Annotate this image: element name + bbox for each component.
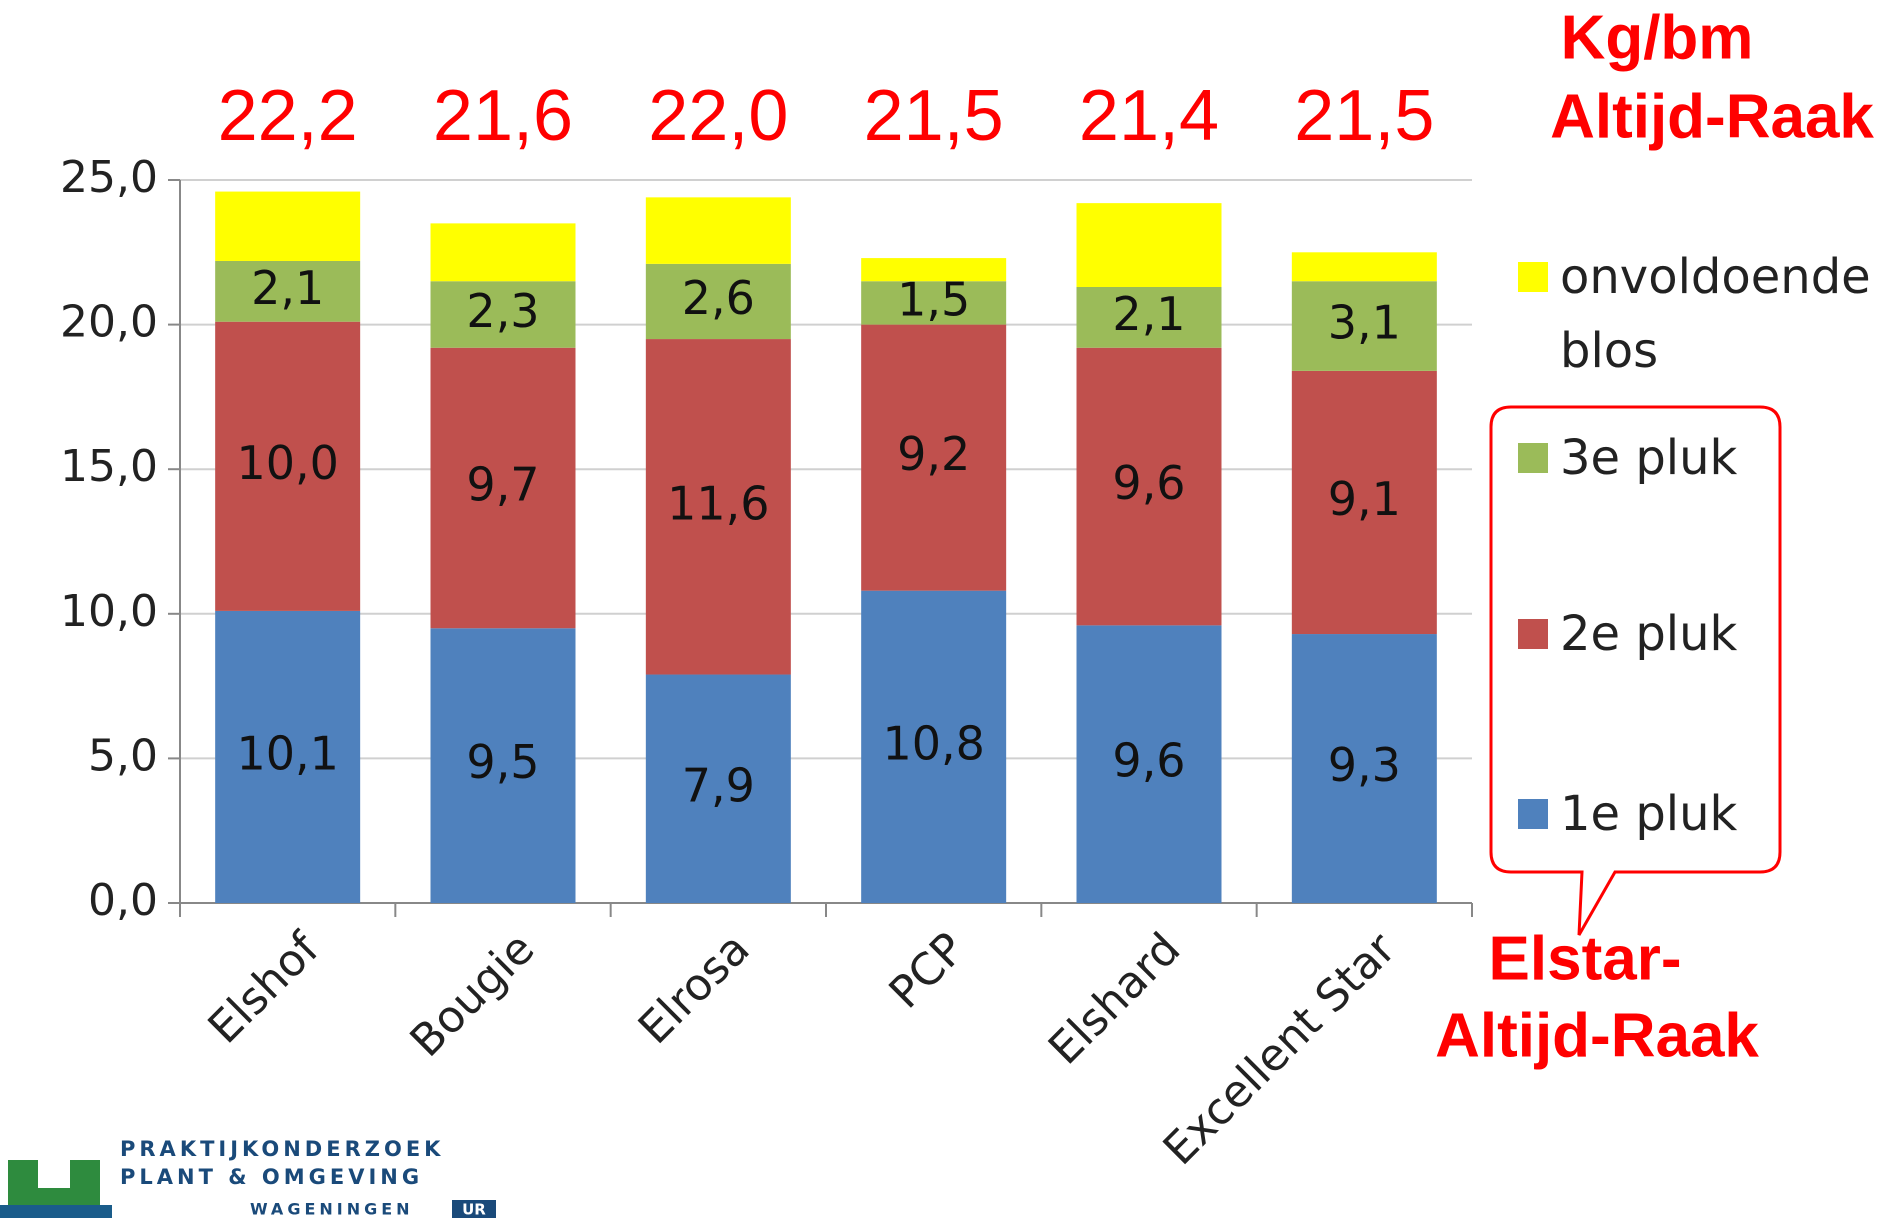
- data-label: 11,6: [667, 476, 769, 530]
- bar-segment: [861, 281, 1007, 325]
- bar-segment: [645, 339, 791, 675]
- data-label: 7,9: [682, 758, 755, 812]
- data-label: 10,8: [882, 716, 984, 770]
- data-label: 2,3: [466, 284, 539, 338]
- x-tick-label: PCP: [880, 923, 975, 1018]
- data-label: 3,1: [1328, 296, 1401, 350]
- total-label: 21,5: [1294, 76, 1434, 156]
- logo-text: UR: [462, 1201, 486, 1218]
- data-label: 10,1: [236, 726, 338, 780]
- data-label: 9,5: [466, 735, 539, 789]
- data-label: 2,1: [1112, 287, 1185, 341]
- x-tick-label: Bougie: [401, 923, 545, 1067]
- x-tick-label: Elshard: [1039, 923, 1190, 1074]
- bar-segment: [430, 628, 576, 903]
- legend-swatch: [1518, 443, 1548, 473]
- legend-label: 3e pluk: [1560, 430, 1738, 486]
- logo: PRAKTIJKONDERZOEK PLANT & OMGEVING WAGEN…: [0, 1137, 496, 1218]
- legend-label: onvoldoende blos: [1560, 249, 1871, 379]
- logo-text: PLANT & OMGEVING: [120, 1165, 423, 1189]
- bar-segment: [430, 223, 576, 282]
- data-label: 9,1: [1328, 472, 1401, 526]
- y-tick-label: 5,0: [88, 730, 158, 781]
- bar-segment: [861, 258, 1007, 282]
- legend-label: 2e pluk: [1560, 606, 1738, 662]
- data-label: 9,6: [1112, 456, 1185, 510]
- bar-segment: [1076, 625, 1222, 903]
- logo-text: PRAKTIJKONDERZOEK: [120, 1137, 444, 1161]
- total-label: 21,4: [1079, 76, 1219, 156]
- y-tick-label: 15,0: [60, 441, 158, 492]
- bar-segment: [645, 197, 791, 264]
- total-label: 21,5: [864, 76, 1004, 156]
- bar-segment: [1291, 252, 1437, 282]
- x-tick-label: Elshof: [199, 922, 330, 1053]
- legend-swatch: [1518, 799, 1548, 829]
- y-tick-label: 25,0: [60, 152, 158, 203]
- bar-segment: [1076, 347, 1222, 626]
- x-tick-label: Elrosa: [629, 923, 760, 1054]
- legend-label: 1e pluk: [1560, 786, 1738, 842]
- annotation: Altijd-Raak: [1435, 1001, 1759, 1070]
- bar-segment: [430, 347, 576, 629]
- annotation: Kg/bm: [1561, 3, 1754, 72]
- total-label: 21,6: [433, 76, 573, 156]
- data-label: 9,2: [897, 427, 970, 481]
- y-tick-label: 20,0: [60, 297, 158, 348]
- bar-segment: [861, 590, 1007, 903]
- logo-icon: [8, 1160, 100, 1218]
- bar-segment: [215, 260, 361, 322]
- data-label: 9,7: [466, 457, 539, 511]
- legend-swatch: [1518, 619, 1548, 649]
- bar-segment: [1076, 287, 1222, 348]
- x-tick-label: Excellent Star: [1154, 923, 1407, 1176]
- bar-segment: [215, 321, 361, 611]
- annotation: Altijd-Raak: [1550, 82, 1874, 151]
- bar-segment: [861, 324, 1007, 591]
- total-label: 22,2: [218, 76, 358, 156]
- bar-segment: [430, 281, 576, 348]
- bar-segment: [1291, 370, 1437, 635]
- bar-segment: [1076, 203, 1222, 288]
- bar-segment: [645, 263, 791, 340]
- y-tick-label: 10,0: [60, 586, 158, 637]
- bar-segment: [645, 674, 791, 903]
- data-label: 2,1: [251, 261, 324, 315]
- data-label: 2,6: [682, 271, 755, 325]
- annotation: Elstar-: [1489, 924, 1682, 993]
- logo-base: [0, 1205, 112, 1218]
- data-label: 1,5: [897, 272, 970, 326]
- y-tick-label: 0,0: [88, 875, 158, 926]
- logo-text: WAGENINGEN: [250, 1200, 414, 1218]
- bar-segment: [215, 610, 361, 903]
- bar-segment: [215, 191, 361, 261]
- legend-swatch: [1518, 262, 1548, 292]
- bar-segment: [1291, 634, 1437, 903]
- data-label: 9,3: [1328, 738, 1401, 792]
- callout-box: [1489, 405, 1782, 936]
- total-label: 22,0: [648, 76, 788, 156]
- data-label: 10,0: [236, 436, 338, 490]
- data-label: 9,6: [1112, 734, 1185, 788]
- bar-segment: [1291, 281, 1437, 371]
- logo-box: [452, 1200, 496, 1218]
